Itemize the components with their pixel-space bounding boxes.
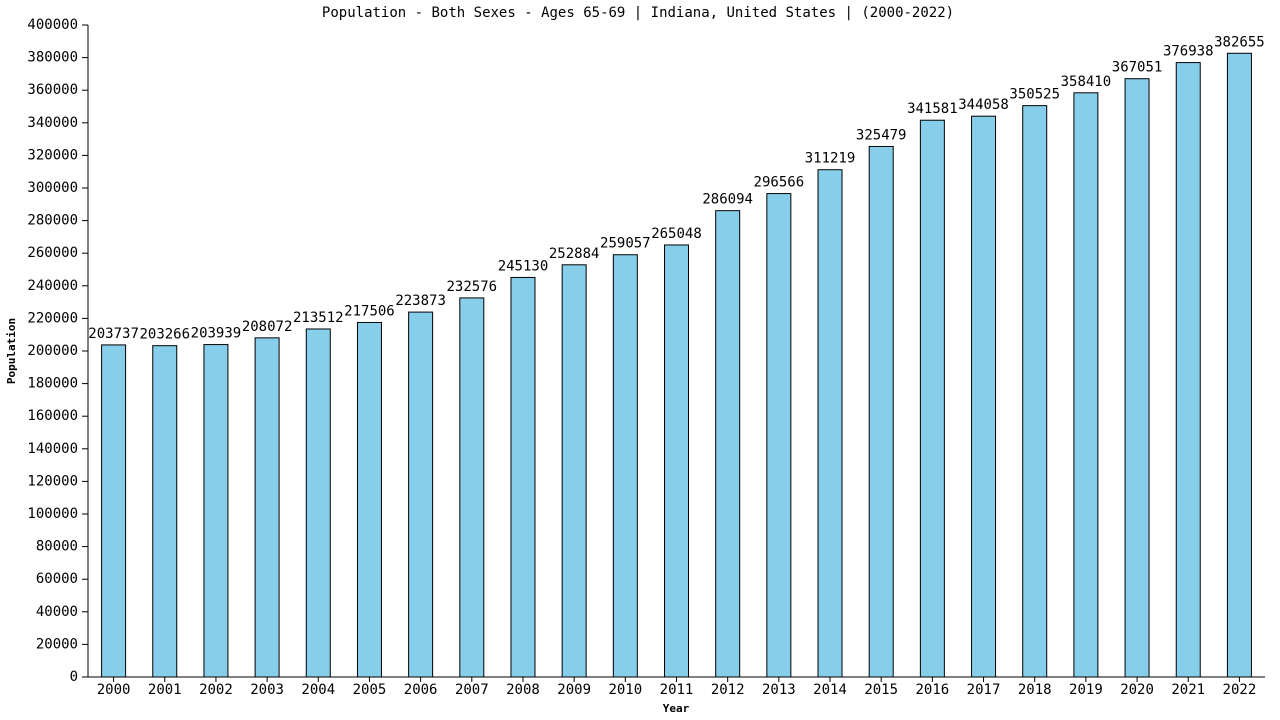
x-tick-label: 2022 <box>1223 682 1257 698</box>
y-tick-label: 240000 <box>27 278 78 294</box>
bar <box>152 345 178 678</box>
x-tick-label: 2002 <box>199 682 233 698</box>
bar <box>1226 52 1252 678</box>
data-label: 286094 <box>702 192 753 208</box>
y-tick-label: 300000 <box>27 180 78 196</box>
x-tick-label: 2020 <box>1120 682 1154 698</box>
x-tick-label: 2003 <box>250 682 284 698</box>
y-tick-label: 160000 <box>27 408 78 424</box>
bar <box>612 254 638 678</box>
data-label: 325479 <box>856 127 907 143</box>
x-tick-label: 2011 <box>660 682 694 698</box>
data-label: 344058 <box>958 97 1009 113</box>
x-tick-label: 2015 <box>864 682 898 698</box>
bar <box>561 264 587 678</box>
bar <box>715 210 741 678</box>
x-tick-label: 2018 <box>1018 682 1052 698</box>
bar <box>1124 78 1150 678</box>
data-label: 208072 <box>242 319 293 335</box>
bar <box>766 193 792 678</box>
data-label: 232576 <box>447 279 498 295</box>
x-tick-label: 2019 <box>1069 682 1103 698</box>
y-tick-label: 340000 <box>27 115 78 131</box>
data-label: 203266 <box>139 327 190 343</box>
data-label: 213512 <box>293 310 344 326</box>
data-label: 367051 <box>1112 60 1163 76</box>
data-label: 203737 <box>88 326 139 342</box>
x-tick-label: 2000 <box>97 682 131 698</box>
y-tick-label: 220000 <box>27 310 78 326</box>
bar <box>1175 62 1201 678</box>
x-tick-label: 2010 <box>608 682 642 698</box>
x-tick-label: 2004 <box>301 682 335 698</box>
y-tick-label: 60000 <box>36 571 78 587</box>
x-tick-label: 2001 <box>148 682 182 698</box>
data-label: 259057 <box>600 236 651 252</box>
y-tick-label: 200000 <box>27 343 78 359</box>
bar <box>459 297 485 678</box>
y-tick-label: 40000 <box>36 604 78 620</box>
data-label: 311219 <box>805 151 856 167</box>
y-tick-label: 120000 <box>27 473 78 489</box>
y-tick-label: 320000 <box>27 147 78 163</box>
x-tick-label: 2007 <box>455 682 489 698</box>
x-tick-label: 2017 <box>967 682 1001 698</box>
data-label: 203939 <box>191 326 242 342</box>
data-label: 358410 <box>1061 74 1112 90</box>
bar <box>1022 105 1048 678</box>
data-label: 265048 <box>651 226 702 242</box>
x-tick-label: 2005 <box>353 682 387 698</box>
data-label: 376938 <box>1163 44 1214 60</box>
bar <box>408 311 434 678</box>
x-axis-label: Year <box>663 702 690 715</box>
data-label: 350525 <box>1009 87 1060 103</box>
y-axis-label: Population <box>5 318 18 384</box>
bar <box>664 244 689 678</box>
bar <box>868 145 894 678</box>
y-tick-label: 400000 <box>27 17 78 33</box>
x-tick-label: 2008 <box>506 682 540 698</box>
x-tick-label: 2009 <box>557 682 591 698</box>
bar <box>305 328 331 678</box>
bar <box>1073 92 1099 678</box>
y-tick-label: 260000 <box>27 245 78 261</box>
y-tick-label: 20000 <box>36 636 78 652</box>
x-tick-label: 2006 <box>404 682 438 698</box>
y-tick-label: 180000 <box>27 376 78 392</box>
x-tick-label: 2021 <box>1171 682 1205 698</box>
data-label: 252884 <box>549 246 600 262</box>
bar <box>356 321 382 678</box>
data-label: 245130 <box>498 258 549 274</box>
y-tick-label: 80000 <box>36 539 78 555</box>
bar <box>919 119 945 678</box>
data-label: 223873 <box>395 293 446 309</box>
y-tick-label: 100000 <box>27 506 78 522</box>
bar <box>203 344 229 678</box>
y-tick-label: 280000 <box>27 213 78 229</box>
bar <box>101 344 127 678</box>
bar <box>510 276 536 678</box>
data-label: 382655 <box>1214 34 1265 50</box>
x-tick-label: 2013 <box>762 682 796 698</box>
bar <box>817 169 843 678</box>
bar <box>254 337 280 678</box>
y-tick-label: 140000 <box>27 441 78 457</box>
data-label: 296566 <box>754 175 805 191</box>
data-label: 217506 <box>344 303 395 319</box>
y-tick-label: 380000 <box>27 50 78 66</box>
chart-title: Population - Both Sexes - Ages 65-69 | I… <box>322 5 954 21</box>
x-tick-label: 2016 <box>916 682 950 698</box>
x-tick-label: 2012 <box>711 682 745 698</box>
bar <box>971 115 997 678</box>
x-tick-label: 2014 <box>813 682 847 698</box>
y-tick-label: 360000 <box>27 82 78 98</box>
y-tick-label: 0 <box>70 669 78 685</box>
data-label: 341581 <box>907 101 958 117</box>
